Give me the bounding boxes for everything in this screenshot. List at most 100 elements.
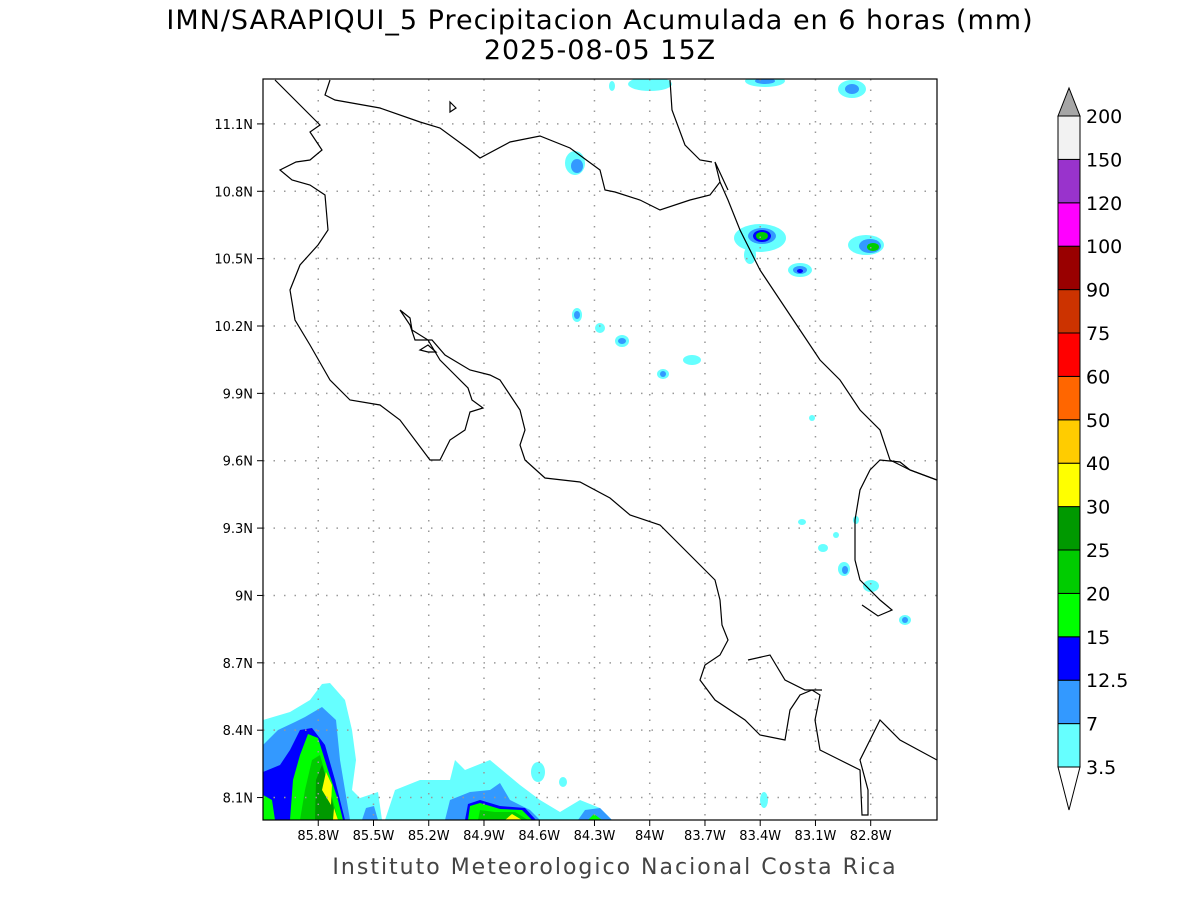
map-frame — [262, 78, 938, 821]
nicoya-island — [418, 344, 438, 353]
colorbar-swatch — [1057, 506, 1081, 551]
colorbar-swatch — [1057, 115, 1081, 160]
precip-3.5 — [798, 519, 806, 525]
colorbar-swatch — [1057, 158, 1081, 204]
colorbar-over-triangle — [1057, 86, 1081, 117]
golfo-dulce — [747, 654, 822, 691]
colorbar-swatch — [1057, 462, 1081, 508]
pacific-coast — [274, 79, 937, 816]
lat-tick-label: 10.2N — [214, 320, 253, 335]
panama-border — [854, 459, 937, 617]
lat-tick-label: 10.8N — [214, 185, 253, 200]
precip-3.5 — [595, 323, 605, 333]
colorbar-label: 25 — [1086, 540, 1110, 562]
precip-3.5 — [833, 532, 839, 538]
colorbar-swatch — [1057, 636, 1081, 681]
precip-15 — [263, 795, 275, 820]
colorbar-label: 75 — [1086, 323, 1110, 345]
precip-12.5 — [797, 269, 803, 273]
precip-3.5 — [683, 355, 701, 365]
lon-tick-label: 84.6W — [518, 829, 560, 844]
precip-30 — [322, 772, 332, 805]
precip-7 — [902, 617, 908, 623]
lon-tick-label: 83.1W — [795, 829, 837, 844]
lat-tick-label: 10.5N — [214, 253, 253, 268]
lat-tick-label: 9.6N — [223, 455, 253, 470]
precip-3.5 — [863, 580, 879, 592]
precip-7 — [660, 371, 666, 377]
colorbar-label: 50 — [1086, 410, 1110, 432]
colorbar-label: 40 — [1086, 453, 1110, 475]
colorbar-label: 100 — [1086, 236, 1122, 258]
precip-15 — [588, 814, 602, 820]
colorbar-label: 3.5 — [1086, 757, 1116, 779]
colorbar-label: 30 — [1086, 497, 1110, 519]
lon-tick-label: 84.3W — [574, 829, 616, 844]
colorbar-swatch — [1057, 245, 1081, 291]
credit-text: Instituto Meteorologico Nacional Costa R… — [332, 855, 898, 880]
lon-tick-label: 83.4W — [739, 829, 781, 844]
lat-tick-label: 8.4N — [223, 724, 253, 739]
lon-tick-label: 83.7W — [684, 829, 726, 844]
precip-7 — [845, 84, 859, 94]
precip-3.5 — [760, 792, 768, 808]
colorbar-swatch — [1057, 723, 1081, 768]
precip-7 — [362, 806, 378, 820]
lat-tick-label: 9N — [235, 589, 253, 604]
colorbar-swatch — [1057, 289, 1081, 334]
colorbar-label: 15 — [1086, 627, 1110, 649]
lon-tick-label: 85.2W — [408, 829, 450, 844]
coastlines — [274, 79, 937, 816]
lat-tick-label: 11.1N — [214, 118, 253, 133]
lon-tick-label: 82.8W — [850, 829, 892, 844]
map-grid — [263, 79, 937, 820]
colorbar-label: 120 — [1086, 193, 1122, 215]
colorbar-swatch — [1057, 679, 1081, 725]
colorbar-label: 12.5 — [1086, 670, 1128, 692]
colorbar-label: 7 — [1086, 714, 1098, 736]
island — [449, 100, 457, 114]
precip-20 — [867, 243, 879, 251]
chart-title: IMN/SARAPIQUI_5 Precipitacion Acumulada … — [166, 5, 1034, 36]
precip-3.5 — [628, 79, 672, 91]
precip-7 — [571, 159, 583, 173]
lon-tick-label: 85.5W — [353, 829, 395, 844]
colorbar-label: 150 — [1086, 149, 1122, 171]
colorbar-swatch — [1057, 592, 1081, 638]
lat-tick-label: 9.9N — [223, 387, 253, 402]
colorbar-swatch — [1057, 419, 1081, 464]
lat-tick-label: 8.7N — [223, 657, 253, 672]
colorbar-label: 20 — [1086, 583, 1110, 605]
lon-tick-label: 85.8W — [297, 829, 339, 844]
precip-7 — [618, 338, 626, 344]
colorbar-swatch — [1057, 332, 1081, 377]
precip-20 — [756, 232, 768, 240]
precip-3.5 — [559, 777, 567, 787]
chart-subtitle: 2025-08-05 15Z — [483, 35, 717, 66]
colorbar-label: 200 — [1086, 106, 1122, 128]
nicaragua-coast — [669, 79, 713, 163]
precip-7 — [842, 566, 848, 574]
caribbean-coast — [719, 181, 937, 481]
lat-tick-label: 8.1N — [223, 792, 253, 807]
colorbar-label: 60 — [1086, 366, 1110, 388]
precipitation-field — [263, 79, 911, 820]
colorbar-swatch — [1057, 202, 1081, 247]
lat-tick-label: 9.3N — [223, 522, 253, 537]
precip-3.5 — [609, 81, 615, 91]
precip-3.5 — [809, 415, 815, 421]
precip-30 — [333, 808, 338, 820]
lon-tick-label: 84.9W — [463, 829, 505, 844]
precip-3.5 — [818, 544, 828, 552]
colorbar-swatch — [1057, 375, 1081, 421]
precip-3.5 — [744, 246, 756, 264]
colorbar-swatch — [1057, 549, 1081, 594]
colorbar-under-triangle — [1057, 766, 1081, 811]
nicaragua-border — [324, 79, 729, 211]
precip-30 — [505, 814, 522, 820]
map-axes: 85.8W 85.5W 85.2W 84.9W 84.6W 84.3W 84W 83.7W 83… — [214, 118, 891, 844]
colorbar: 3.5 7 12.5 15 20 25 30 40 50 60 75 90 100 120 150 200 — [1057, 86, 1128, 811]
colorbar-label: 90 — [1086, 280, 1110, 302]
precip-7 — [574, 311, 580, 319]
